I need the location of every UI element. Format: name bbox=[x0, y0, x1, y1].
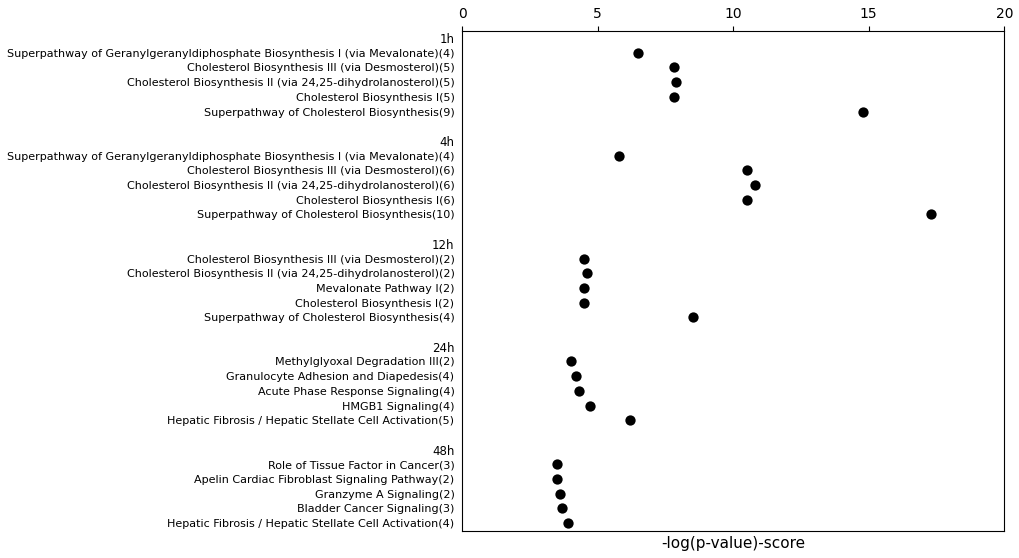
Point bbox=[576, 254, 592, 263]
Point bbox=[570, 386, 586, 395]
Point bbox=[684, 313, 700, 322]
Point bbox=[551, 489, 568, 498]
Point bbox=[664, 63, 681, 72]
Point bbox=[561, 357, 578, 366]
X-axis label: -log(p-value)-score: -log(p-value)-score bbox=[660, 536, 804, 551]
Point bbox=[548, 475, 565, 484]
Point bbox=[738, 195, 754, 204]
Point bbox=[610, 151, 627, 160]
Point bbox=[581, 401, 597, 410]
Point bbox=[576, 283, 592, 292]
Point bbox=[854, 107, 870, 116]
Point bbox=[630, 48, 646, 57]
Point bbox=[667, 78, 684, 86]
Point bbox=[738, 166, 754, 175]
Point bbox=[548, 460, 565, 469]
Point bbox=[922, 210, 938, 219]
Point bbox=[664, 93, 681, 102]
Point bbox=[568, 372, 584, 381]
Point bbox=[553, 504, 570, 513]
Point bbox=[576, 298, 592, 307]
Point bbox=[578, 269, 594, 278]
Point bbox=[746, 181, 762, 190]
Point bbox=[559, 519, 576, 528]
Point bbox=[622, 416, 638, 425]
